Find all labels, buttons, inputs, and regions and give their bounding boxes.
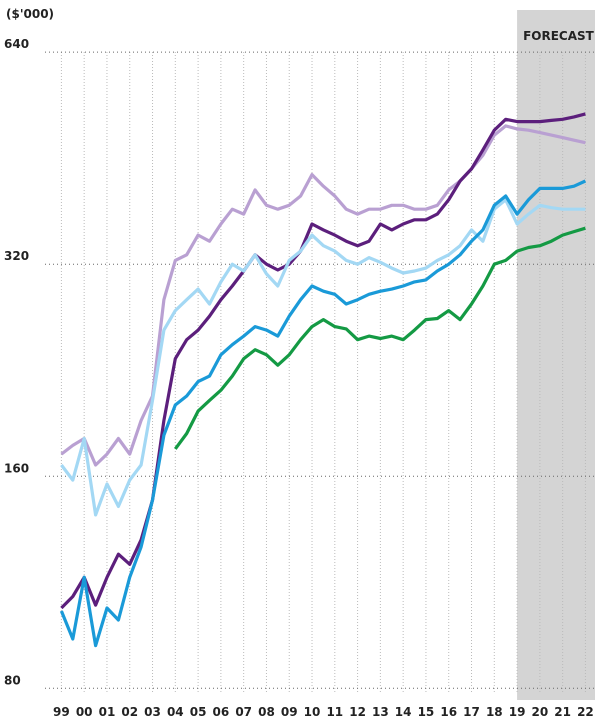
x-tick-label: 11 bbox=[326, 705, 343, 719]
x-tick-label: 01 bbox=[99, 705, 116, 719]
y-axis-label: ($'000) bbox=[6, 7, 54, 21]
y-tick-label: 80 bbox=[4, 673, 21, 687]
line-series bbox=[60, 124, 586, 467]
forecast-label: FORECAST bbox=[523, 29, 595, 43]
x-tick-label: 08 bbox=[258, 705, 275, 719]
line-series bbox=[59, 179, 587, 648]
x-tick-label: 15 bbox=[418, 705, 435, 719]
forecast-region bbox=[517, 10, 595, 700]
x-tick-label: 06 bbox=[213, 705, 230, 719]
x-tick-label: 21 bbox=[554, 705, 571, 719]
x-tick-label: 17 bbox=[463, 705, 480, 719]
x-tick-label: 19 bbox=[509, 705, 526, 719]
y-tick-label: 640 bbox=[4, 37, 29, 51]
y-tick-label: 160 bbox=[4, 461, 29, 475]
x-tick-label: 20 bbox=[532, 705, 549, 719]
x-tick-label: 99 bbox=[53, 705, 70, 719]
x-tick-label: 09 bbox=[281, 705, 298, 719]
x-tick-label: 22 bbox=[577, 705, 594, 719]
x-tick-label: 12 bbox=[349, 705, 366, 719]
x-tick-label: 04 bbox=[167, 705, 184, 719]
x-tick-label: 07 bbox=[235, 705, 252, 719]
x-tick-label: 16 bbox=[440, 705, 457, 719]
x-tick-label: 14 bbox=[395, 705, 412, 719]
y-tick-label: 320 bbox=[4, 249, 29, 263]
x-tick-label: 10 bbox=[304, 705, 321, 719]
x-tick-label: 18 bbox=[486, 705, 503, 719]
x-tick-label: 05 bbox=[190, 705, 207, 719]
x-tick-label: 03 bbox=[144, 705, 161, 719]
line-series bbox=[174, 226, 586, 450]
x-tick-label: 00 bbox=[76, 705, 93, 719]
x-tick-label: 02 bbox=[121, 705, 138, 719]
x-tick-label: 13 bbox=[372, 705, 389, 719]
line-series bbox=[60, 198, 586, 517]
